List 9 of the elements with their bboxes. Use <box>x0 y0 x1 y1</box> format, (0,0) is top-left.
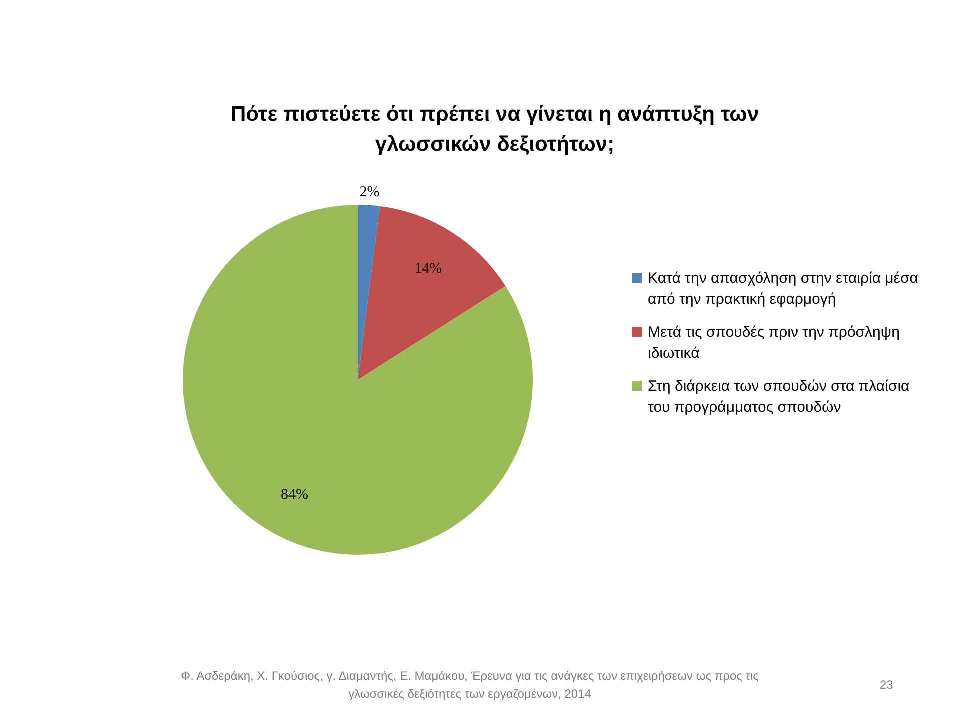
text: Φ. Ασδεράκη, Χ. Γκούσιος, γ. Διαμαντής, Ε. Μαμάκου, Έρευνα για τις ανάγκες των επιχειρήσεων ως προς τις γλωσσικές δεξιότητες των εργαζομένων, 2014 <box>180 668 760 703</box>
chart-title: Πότε πιστεύετε ότι πρέπει να γίνεται η ανάπτυξη των γλωσσικών δεξιοτήτων; <box>230 102 760 158</box>
data-label: 84% <box>281 486 309 503</box>
legend-label: Κατά την απασχόληση στην εταιρία μέσα από την πρακτική εφαρμογή <box>648 269 920 310</box>
data-label: 14% <box>414 261 442 278</box>
data-label: 2% <box>360 184 380 200</box>
text: 23 <box>880 678 894 692</box>
legend-label: Στη διάρκεια των σπουδών στα πλαίσια του προγράμματος σπουδών <box>648 377 911 418</box>
legend-label: Μετά τις σπουδές πριν την πρόσληψη ιδιωτικά <box>648 323 901 364</box>
